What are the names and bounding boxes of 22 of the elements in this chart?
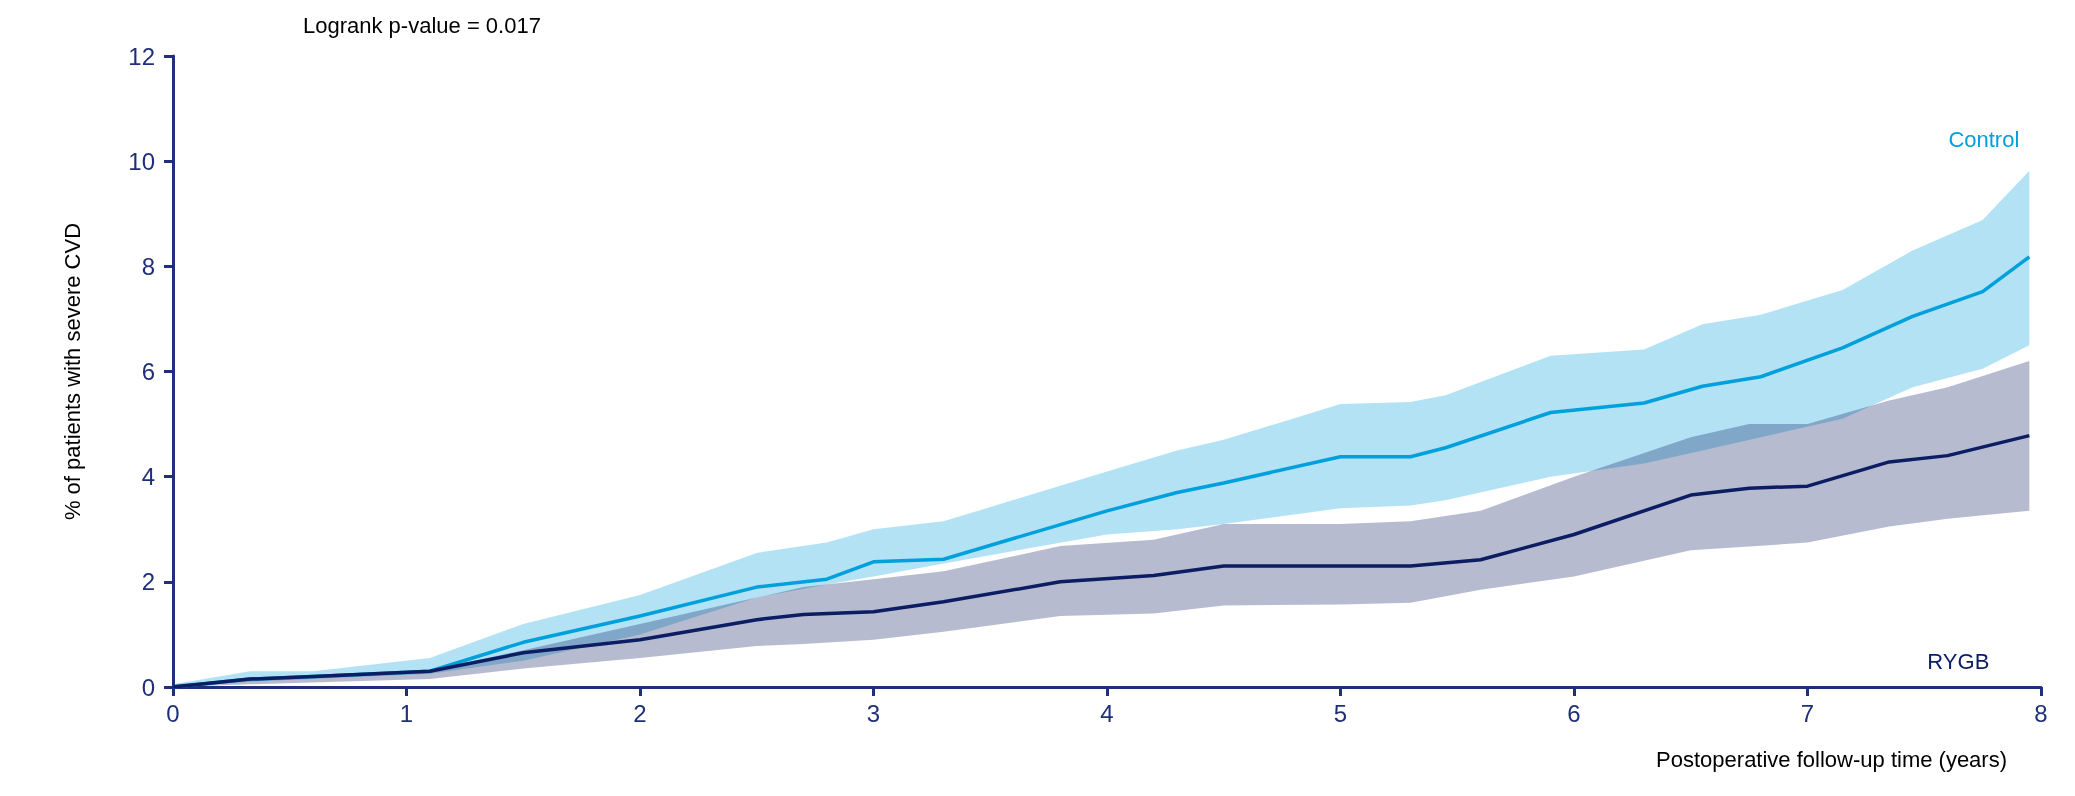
line-series <box>171 433 2032 689</box>
y-tick-label: 2 <box>141 568 155 596</box>
x-tick-label: 2 <box>633 699 647 727</box>
x-tick-label: 1 <box>399 699 414 727</box>
y-axis-title: % of patients with severe CVD <box>59 222 85 521</box>
x-tick-label: 4 <box>1100 699 1114 727</box>
x-tick-label: 6 <box>1567 699 1581 727</box>
text: RYGB <box>1927 648 1990 674</box>
y-tick-label: 8 <box>141 252 155 280</box>
x-tick-label: 8 <box>2034 699 2048 727</box>
x-axis-title: Postoperative follow-up time (years) <box>1656 746 2008 772</box>
y-tick-label: 12 <box>128 42 155 70</box>
text: Logrank p-value = 0.017 <box>303 12 541 38</box>
y-tick-label: 6 <box>141 358 155 385</box>
x-tick-label: 0 <box>166 699 180 727</box>
y-tick-label: 4 <box>141 463 155 491</box>
x-tick-label: 5 <box>1333 699 1348 727</box>
text: Control <box>1948 127 2020 153</box>
x-tick-label: 3 <box>866 699 881 727</box>
x-tick-label: 7 <box>1800 699 1815 727</box>
y-tick-label: 0 <box>141 673 155 701</box>
y-tick-label: 10 <box>128 147 155 175</box>
